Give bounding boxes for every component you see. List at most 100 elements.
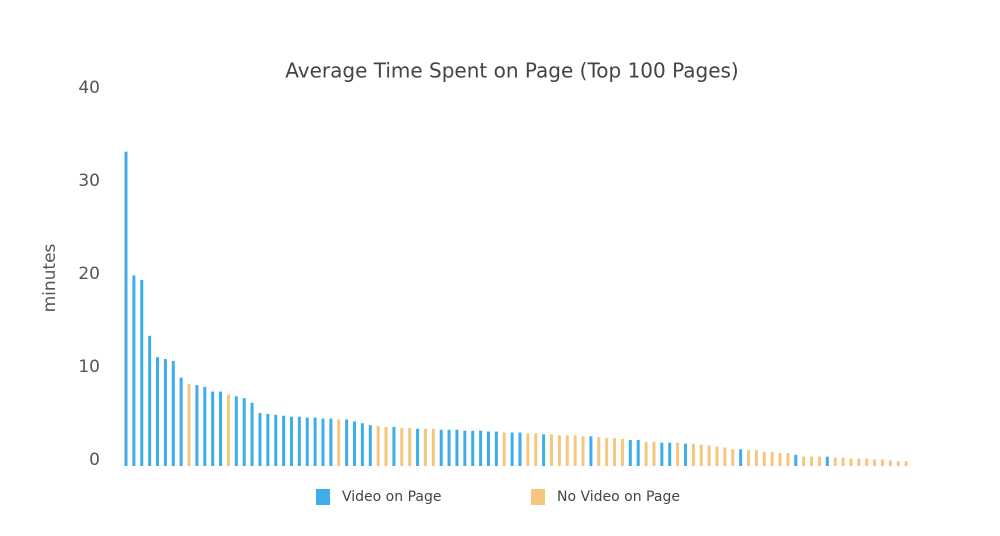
legend-swatch	[316, 489, 330, 505]
bar	[597, 437, 601, 466]
bar	[376, 426, 380, 466]
bar	[471, 430, 475, 466]
bar	[486, 431, 490, 466]
bar	[557, 435, 561, 466]
bar	[817, 456, 821, 466]
bar	[305, 417, 309, 466]
bar	[345, 419, 349, 466]
bar	[873, 459, 877, 466]
bar	[431, 428, 435, 466]
bar	[337, 419, 341, 466]
bar	[211, 391, 215, 466]
bar	[226, 394, 230, 466]
bar	[423, 428, 427, 466]
bar	[857, 458, 861, 466]
bar	[747, 450, 751, 466]
bar	[219, 391, 223, 466]
bar	[313, 417, 317, 466]
bar	[455, 429, 459, 466]
bar	[463, 430, 467, 466]
bar	[234, 396, 238, 466]
bar	[660, 442, 664, 466]
bar	[510, 432, 514, 466]
bar	[770, 452, 774, 466]
bar	[258, 412, 262, 466]
y-tick-label: 30	[78, 171, 100, 191]
bar	[888, 460, 892, 466]
bar	[802, 456, 806, 466]
bar	[329, 418, 333, 466]
bar	[526, 433, 530, 466]
bar	[140, 280, 144, 466]
bar	[794, 454, 798, 466]
bar	[289, 416, 293, 466]
bar	[392, 426, 396, 466]
bar	[581, 436, 585, 466]
legend-label: Video on Page	[342, 489, 441, 505]
bar	[589, 436, 593, 466]
bar	[502, 432, 506, 466]
bar	[762, 452, 766, 466]
legend-label: No Video on Page	[557, 489, 680, 505]
bar	[163, 359, 167, 466]
bar	[518, 432, 522, 466]
bar	[613, 438, 617, 466]
bar	[644, 441, 648, 466]
bar	[620, 439, 624, 466]
bar	[297, 416, 301, 466]
bar	[636, 439, 640, 466]
bar	[880, 459, 884, 466]
bar	[778, 452, 782, 466]
bar	[652, 441, 656, 466]
y-tick-label: 0	[89, 450, 100, 470]
bar	[494, 431, 498, 466]
bar	[384, 426, 388, 466]
bar	[187, 384, 191, 466]
bar	[156, 357, 160, 466]
bar	[171, 360, 175, 466]
bar	[754, 450, 758, 466]
bar	[124, 151, 128, 466]
bar	[896, 461, 900, 466]
bar	[676, 442, 680, 466]
bar	[408, 427, 412, 466]
bar	[250, 402, 254, 466]
bar	[242, 398, 246, 466]
bar	[668, 442, 672, 466]
bar	[707, 445, 711, 466]
bar	[203, 386, 207, 466]
bar	[132, 275, 136, 466]
bar	[833, 457, 837, 466]
bar	[148, 335, 152, 466]
bar	[447, 429, 451, 466]
bar	[353, 421, 357, 466]
bar	[825, 456, 829, 466]
y-tick-label: 20	[78, 264, 100, 284]
bar	[715, 446, 719, 466]
legend-swatch	[531, 489, 545, 505]
bar	[865, 458, 869, 466]
bar	[439, 429, 443, 466]
bar	[841, 457, 845, 466]
y-tick-label: 10	[78, 357, 100, 377]
bar	[534, 433, 538, 466]
bar	[416, 428, 420, 466]
bar	[573, 435, 577, 466]
bar	[179, 377, 183, 466]
bar	[274, 414, 278, 466]
y-axis-label: minutes	[40, 243, 60, 312]
bar	[786, 452, 790, 466]
bar	[479, 430, 483, 466]
bar	[699, 444, 703, 466]
y-tick-label: 40	[78, 78, 100, 98]
bar	[282, 415, 286, 466]
bar	[739, 449, 743, 466]
bar	[321, 418, 325, 466]
bar	[368, 425, 372, 466]
bar	[810, 456, 814, 466]
bar	[628, 439, 632, 466]
bar	[542, 434, 546, 466]
bar	[195, 385, 199, 466]
